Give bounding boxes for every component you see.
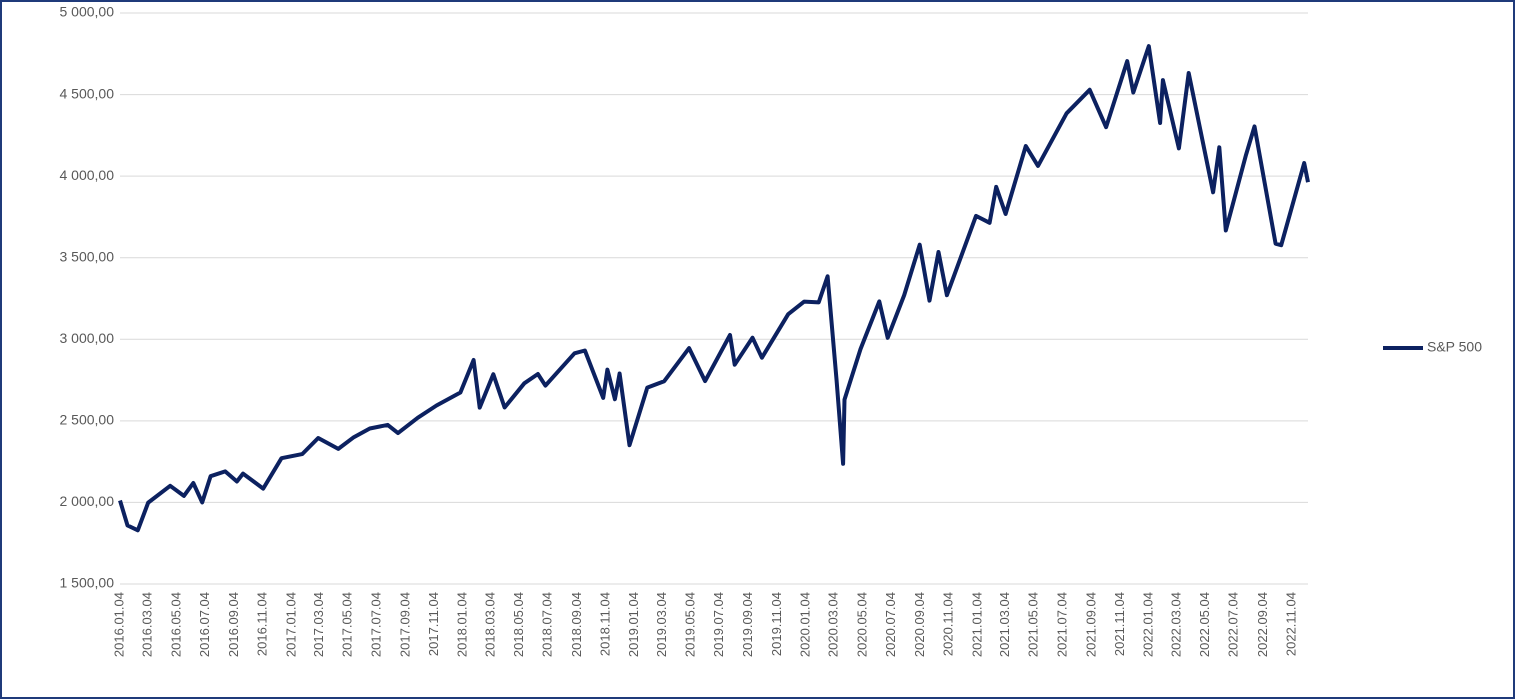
x-tick-label: 2018.09.04 xyxy=(569,592,584,657)
x-tick-label: 2017.05.04 xyxy=(340,592,355,657)
y-tick-label: 3 000,00 xyxy=(60,330,115,346)
y-tick-label: 2 000,00 xyxy=(60,493,115,509)
x-tick-label: 2016.03.04 xyxy=(140,592,155,657)
y-tick-label: 5 000,00 xyxy=(60,4,115,20)
y-tick-label: 3 500,00 xyxy=(60,248,115,264)
x-tick-label: 2020.07.04 xyxy=(883,592,898,657)
x-tick-label: 2020.09.04 xyxy=(912,592,927,657)
x-tick-label: 2022.05.04 xyxy=(1197,592,1212,657)
x-tick-label: 2016.01.04 xyxy=(111,592,126,657)
x-tick-label: 2019.07.04 xyxy=(711,592,726,657)
x-tick-label: 2020.05.04 xyxy=(854,592,869,657)
x-tick-label: 2018.05.04 xyxy=(511,592,526,657)
x-tick-label: 2021.05.04 xyxy=(1026,592,1041,657)
x-tick-label: 2017.11.04 xyxy=(426,592,441,656)
x-tick-label: 2021.11.04 xyxy=(1112,592,1127,656)
x-tick-label: 2017.03.04 xyxy=(311,592,326,657)
x-tick-label: 2017.01.04 xyxy=(283,592,298,657)
x-tick-label: 2017.09.04 xyxy=(397,592,412,657)
x-tick-label: 2019.05.04 xyxy=(682,592,697,657)
x-tick-label: 2016.09.04 xyxy=(226,592,241,657)
x-tick-label: 2022.03.04 xyxy=(1168,592,1183,657)
legend-label: S&P 500 xyxy=(1427,339,1482,355)
x-tick-label: 2022.07.04 xyxy=(1226,592,1241,657)
x-tick-label: 2016.11.04 xyxy=(255,592,270,656)
x-tick-label: 2020.11.04 xyxy=(941,592,956,656)
x-tick-label: 2019.09.04 xyxy=(740,592,755,657)
x-tick-label: 2018.03.04 xyxy=(482,592,497,657)
x-tick-label: 2016.07.04 xyxy=(197,592,212,657)
y-tick-label: 2 500,00 xyxy=(60,412,115,428)
x-tick-label: 2017.07.04 xyxy=(368,592,383,657)
x-tick-label: 2021.03.04 xyxy=(997,592,1012,657)
x-tick-label: 2022.11.04 xyxy=(1283,592,1298,656)
series-line xyxy=(118,44,1310,533)
x-tick-label: 2019.01.04 xyxy=(626,592,641,657)
x-tick-label: 2022.09.04 xyxy=(1255,592,1270,657)
y-tick-label: 4 500,00 xyxy=(60,85,115,101)
x-tick-label: 2021.07.04 xyxy=(1054,592,1069,657)
x-tick-label: 2021.09.04 xyxy=(1083,592,1098,657)
y-tick-label: 4 000,00 xyxy=(60,167,115,183)
x-tick-label: 2021.01.04 xyxy=(969,592,984,657)
x-tick-label: 2018.01.04 xyxy=(455,592,470,657)
x-tick-label: 2022.01.04 xyxy=(1141,592,1156,657)
y-tick-label: 1 500,00 xyxy=(60,575,115,591)
x-tick-label: 2018.07.04 xyxy=(540,592,555,657)
x-tick-label: 2020.03.04 xyxy=(826,592,841,657)
x-tick-label: 2019.11.04 xyxy=(769,592,784,656)
x-tick-label: 2020.01.04 xyxy=(797,592,812,657)
x-tick-label: 2016.05.04 xyxy=(168,592,183,657)
x-tick-label: 2019.03.04 xyxy=(654,592,669,657)
x-tick-label: 2018.11.04 xyxy=(597,592,612,656)
